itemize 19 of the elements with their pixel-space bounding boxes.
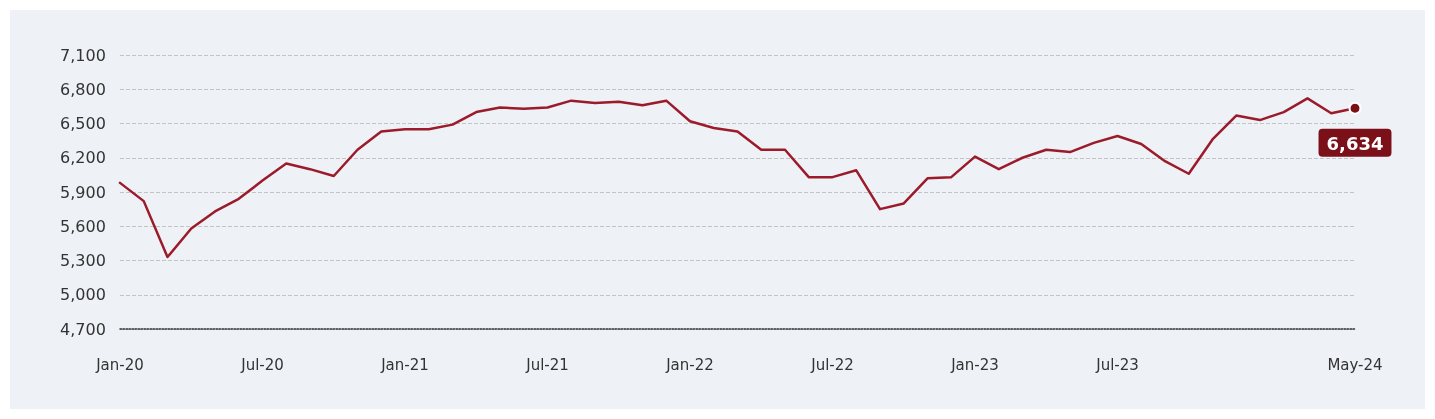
x-tick-label: Jan-23 xyxy=(950,355,999,374)
y-tick-label: 5,000 xyxy=(60,285,106,305)
x-tick-label: Jan-22 xyxy=(665,355,714,374)
x-tick-label: Jul-21 xyxy=(525,355,569,374)
y-tick-label: 6,200 xyxy=(60,148,106,168)
y-tick-label: 5,300 xyxy=(60,251,106,270)
y-tick-label: 6,800 xyxy=(60,79,106,99)
x-tick-label: Jul-20 xyxy=(240,355,284,374)
x-tick-label: Jan-20 xyxy=(95,355,144,374)
y-tick-label: 6,500 xyxy=(60,114,106,133)
x-tick-label: May-24 xyxy=(1327,355,1383,374)
y-tick-label: 4,700 xyxy=(60,319,106,339)
x-tick-label: Jan-21 xyxy=(380,355,429,374)
x-tick-label: Jul-22 xyxy=(810,355,854,374)
data-label: 6,634 xyxy=(1326,133,1384,155)
y-tick-label: 5,600 xyxy=(60,216,106,236)
y-tick-label: 5,900 xyxy=(60,182,106,202)
x-tick-label: Jul-23 xyxy=(1095,355,1139,374)
y-tick-label: 7,100 xyxy=(60,45,106,65)
